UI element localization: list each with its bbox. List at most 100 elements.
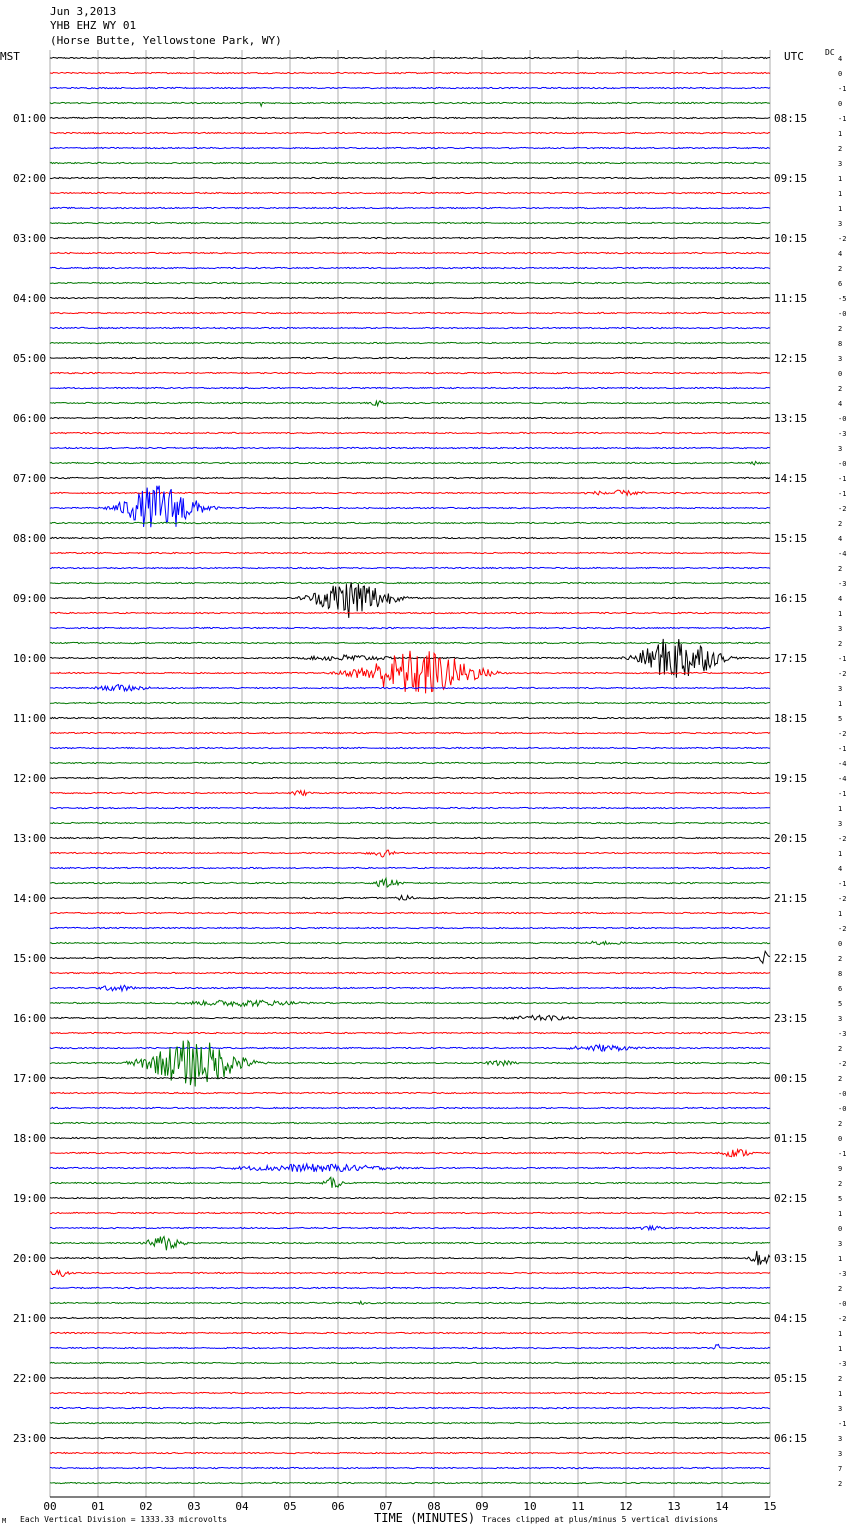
dc-offset-label: 1: [838, 205, 842, 213]
trace-12: [49, 236, 770, 240]
dc-offset-label: 1: [838, 700, 842, 708]
left-hour-label: 19:00: [13, 1192, 46, 1205]
dc-offset-label: -0: [838, 1105, 846, 1113]
left-axis-title: MST: [0, 50, 20, 63]
dc-offset-label: -1: [838, 745, 846, 753]
trace-14: [49, 266, 771, 270]
dc-offset-label: 1: [838, 175, 842, 183]
dc-offset-label: -1: [838, 115, 846, 123]
x-tick-label: 07: [379, 1500, 392, 1513]
left-hour-label: 13:00: [13, 832, 46, 845]
dc-offset-label: 5: [838, 715, 842, 723]
trace-93: [49, 1451, 771, 1455]
dc-offset-label: -2: [838, 670, 846, 678]
left-hour-label: 21:00: [13, 1312, 46, 1325]
dc-offset-label: 1: [838, 805, 842, 813]
trace-72: [49, 1136, 770, 1140]
trace-69: [49, 1091, 771, 1095]
trace-87: [49, 1361, 771, 1365]
trace-67: [49, 1039, 771, 1087]
dc-offset-label: -0: [838, 460, 846, 468]
x-tick-label: 01: [91, 1500, 104, 1513]
x-axis-title: TIME (MINUTES): [374, 1511, 476, 1525]
trace-9: [49, 191, 771, 195]
trace-43: [49, 701, 771, 705]
trace-95: [49, 1481, 771, 1485]
trace-79: [49, 1235, 771, 1251]
trace-76: [49, 1196, 771, 1200]
right-hour-label: 10:15: [774, 232, 807, 245]
x-tick-label: 00: [43, 1500, 56, 1513]
trace-29: [49, 489, 771, 497]
dc-offset-label: 4: [838, 535, 842, 543]
dc-offset-label: -2: [838, 835, 846, 843]
trace-66: [49, 1043, 771, 1053]
dc-offset-label: 2: [838, 1045, 842, 1053]
x-tick-label: 12: [619, 1500, 632, 1513]
trace-71: [50, 1121, 771, 1125]
dc-offset-label: 1: [838, 190, 842, 198]
dc-offset-label: -0: [838, 310, 846, 318]
trace-19: [49, 341, 771, 345]
trace-46: [49, 746, 771, 750]
dc-offset-label: 2: [838, 565, 842, 573]
trace-27: [49, 460, 771, 466]
trace-4: [49, 116, 771, 120]
trace-18: [49, 326, 771, 330]
left-hour-label: 12:00: [13, 772, 46, 785]
left-hour-label: 20:00: [13, 1252, 46, 1265]
dc-offset-label: -4: [838, 760, 846, 768]
trace-38: [49, 626, 770, 630]
dc-offset-label: 3: [838, 1015, 842, 1023]
x-tick-label: 09: [475, 1500, 488, 1513]
right-hour-label: 06:15: [774, 1432, 807, 1445]
x-tick-label: 04: [235, 1500, 249, 1513]
trace-42: [50, 683, 771, 693]
trace-49: [49, 789, 771, 797]
footer-scale-note: Each Vertical Division = 1333.33 microvo…: [20, 1515, 228, 1524]
dc-offset-label: 0: [838, 100, 842, 108]
dc-offset-label: 1: [838, 1255, 842, 1263]
dc-offset-label: 7: [838, 1465, 842, 1473]
dc-offset-label: 3: [838, 820, 842, 828]
trace-48: [49, 776, 771, 780]
dc-offset-label: 2: [838, 1375, 842, 1383]
right-hour-label: 13:15: [774, 412, 807, 425]
trace-94: [49, 1466, 771, 1470]
footer-clip-note: Traces clipped at plus/minus 5 vertical …: [482, 1515, 719, 1524]
dc-offset-label: -2: [838, 235, 846, 243]
dc-offset-label: 5: [838, 1195, 842, 1203]
trace-23: [49, 399, 771, 408]
trace-62: [49, 984, 771, 993]
trace-40: [49, 638, 771, 678]
right-hour-label: 22:15: [774, 952, 807, 965]
trace-22: [50, 386, 771, 390]
x-tick-label: 14: [715, 1500, 729, 1513]
dc-offset-label: 1: [838, 130, 842, 138]
trace-16: [50, 296, 771, 300]
left-hour-label: 02:00: [13, 172, 46, 185]
left-hour-label: 11:00: [13, 712, 46, 725]
dc-offset-label: 4: [838, 865, 842, 873]
left-hour-label: 03:00: [13, 232, 46, 245]
dc-offset-label: -2: [838, 730, 846, 738]
dc-offset-label: 0: [838, 70, 842, 78]
x-tick-label: 03: [187, 1500, 200, 1513]
dc-offset-label: 2: [838, 325, 842, 333]
dc-offset-label: -1: [838, 790, 846, 798]
dc-offset-label: -3: [838, 1360, 846, 1368]
trace-57: [50, 911, 771, 915]
dc-offset-label: 3: [838, 625, 842, 633]
trace-8: [49, 176, 771, 180]
trace-51: [50, 821, 771, 825]
right-hour-label: 19:15: [774, 772, 807, 785]
trace-0: [49, 56, 771, 60]
dc-offset-label: 0: [838, 370, 842, 378]
left-hour-label: 08:00: [13, 532, 46, 545]
trace-58: [49, 926, 771, 930]
trace-11: [49, 221, 771, 225]
dc-offset-label: 0: [838, 1225, 842, 1233]
right-hour-label: 00:15: [774, 1072, 807, 1085]
x-tick-label: 10: [523, 1500, 536, 1513]
trace-21: [49, 371, 771, 375]
